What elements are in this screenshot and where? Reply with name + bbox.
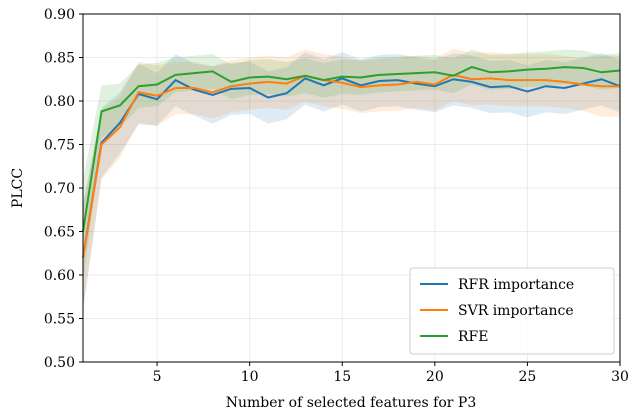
error-band <box>83 48 620 310</box>
legend-box <box>409 267 615 355</box>
y-tick-label: 0.85 <box>44 51 75 67</box>
legend-label: RFE <box>458 329 488 345</box>
x-tick-label: 5 <box>153 369 162 385</box>
x-tick-label: 30 <box>611 369 629 385</box>
x-tick-label: 10 <box>241 369 259 385</box>
y-tick-label: 0.70 <box>44 181 75 197</box>
series-line <box>82 73 620 258</box>
y-tick-label: 0.90 <box>44 7 75 23</box>
x-tick-label: 25 <box>518 369 536 385</box>
y-tick-label: 0.50 <box>44 355 75 371</box>
y-tick-label: 0.55 <box>44 312 75 328</box>
plot-frame <box>82 13 621 363</box>
y-tick-label: 0.65 <box>44 225 75 241</box>
series-line <box>82 66 621 232</box>
error-band <box>83 49 620 284</box>
error-band <box>83 52 620 310</box>
legend-label: SVR importance <box>458 303 574 319</box>
y-tick-label: 0.80 <box>44 94 75 110</box>
legend-label: RFR importance <box>458 277 574 293</box>
y-tick-label: 0.75 <box>44 138 75 154</box>
x-tick-label: 20 <box>426 369 444 385</box>
y-axis-label: PLCC <box>10 168 26 208</box>
x-tick-label: 15 <box>333 369 351 385</box>
y-tick-label: 0.60 <box>44 268 75 284</box>
series-line <box>82 77 621 258</box>
legend: RFR importance SVR importance RFE <box>409 267 615 355</box>
x-axis-label: Number of selected features for P3 <box>226 395 477 411</box>
